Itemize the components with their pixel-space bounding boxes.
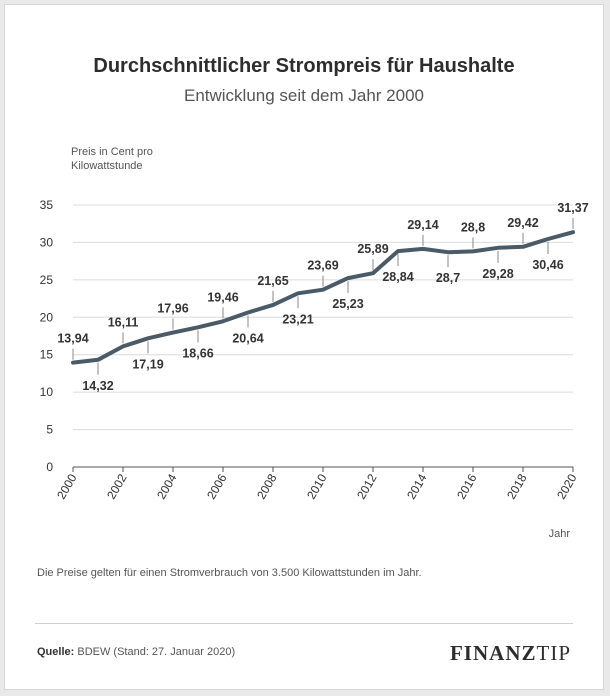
x-axis	[73, 467, 573, 472]
data-label-2003: 17,19	[132, 357, 163, 371]
data-point-2017	[498, 247, 499, 248]
x-tick-labels: 2000 2002 2004 2006 2008 2010 2012 2014 2016 2018…	[54, 471, 580, 501]
y-tick-labels: 0 5 10 15 20 25 30 35	[40, 198, 54, 474]
data-point-2013	[398, 251, 399, 252]
data-point-2016	[473, 251, 474, 252]
data-point-2015	[448, 252, 449, 253]
data-label-2005: 18,66	[182, 346, 213, 360]
data-point-2012	[373, 273, 374, 274]
source-label: Quelle:	[37, 646, 74, 658]
x-tick-2020: 2020	[554, 471, 580, 501]
data-label-2020: 31,37	[557, 201, 588, 215]
data-label-2015: 28,7	[436, 271, 460, 285]
data-label-2008: 21,65	[257, 274, 288, 288]
y-gridlines	[73, 205, 573, 430]
data-point-2007	[248, 312, 249, 313]
data-point-2006	[223, 321, 224, 322]
data-label-2017: 29,28	[482, 267, 513, 281]
data-label-2016: 28,8	[461, 220, 485, 234]
y-tick-35: 35	[40, 198, 54, 212]
data-label-2007: 20,64	[232, 331, 263, 345]
data-label-2011: 25,23	[332, 297, 363, 311]
y-tick-10: 10	[40, 385, 54, 399]
x-tick-2016: 2016	[454, 471, 480, 501]
x-tick-2008: 2008	[254, 471, 280, 501]
data-point-2018	[523, 246, 524, 247]
x-tick-2018: 2018	[504, 471, 530, 501]
data-point-2003	[148, 338, 149, 339]
y-axis-label-line-2: Kilowattstunde	[71, 160, 143, 172]
data-point-2004	[173, 332, 174, 333]
data-label-leaders	[73, 218, 573, 375]
x-axis-label: Jahr	[549, 528, 571, 540]
finanztip-logo: FINANZTIP	[450, 641, 571, 666]
data-point-2011	[348, 278, 349, 279]
x-tick-2004: 2004	[154, 471, 180, 501]
data-point-2009	[298, 293, 299, 294]
data-point-2005	[198, 327, 199, 328]
x-tick-2014: 2014	[404, 471, 430, 501]
x-tick-2006: 2006	[204, 471, 230, 501]
y-tick-20: 20	[40, 310, 54, 324]
data-point-2000	[73, 362, 74, 363]
data-point-2008	[273, 304, 274, 305]
data-labels: 13,94 14,32 16,11 17,19 17,96 18,66 19,46 20,64…	[57, 201, 588, 393]
data-label-2009: 23,21	[282, 312, 313, 326]
source-text: BDEW (Stand: 27. Januar 2020)	[77, 646, 235, 658]
y-tick-0: 0	[46, 460, 53, 474]
footnote: Die Preise gelten für einen Stromverbrau…	[37, 567, 422, 579]
data-label-2002: 16,11	[108, 315, 139, 329]
data-label-2012: 25,89	[357, 242, 388, 256]
x-tick-2002: 2002	[104, 471, 130, 501]
data-point-2010	[323, 289, 324, 290]
data-point-2002	[123, 346, 124, 347]
y-axis-label-line-1: Preis in Cent pro	[71, 146, 153, 158]
data-point-2019	[548, 238, 549, 239]
y-tick-15: 15	[40, 348, 54, 362]
logo-part-1: FINANZ	[450, 641, 537, 665]
data-label-2014: 29,14	[407, 218, 438, 232]
data-label-2004: 17,96	[157, 302, 188, 316]
x-tick-2000: 2000	[54, 471, 80, 501]
logo-part-2: TIP	[537, 641, 572, 665]
data-label-2010: 23,69	[307, 259, 338, 273]
data-label-2018: 29,42	[507, 216, 538, 230]
y-tick-5: 5	[46, 423, 53, 437]
data-point-2020	[573, 232, 574, 233]
data-point-2014	[423, 248, 424, 249]
chart-card: Durchschnittlicher Strompreis für Hausha…	[4, 4, 604, 690]
x-tick-2010: 2010	[304, 471, 330, 501]
data-label-2000: 13,94	[57, 332, 88, 346]
data-label-2013: 28,84	[382, 270, 413, 284]
data-label-2006: 19,46	[207, 290, 238, 304]
data-label-2001: 14,32	[82, 379, 113, 393]
x-tick-2012: 2012	[354, 471, 380, 501]
source-line: Quelle: BDEW (Stand: 27. Januar 2020)	[37, 646, 235, 658]
data-label-2019: 30,46	[532, 258, 563, 272]
y-tick-30: 30	[40, 235, 54, 249]
footer-divider	[35, 623, 573, 624]
y-tick-25: 25	[40, 273, 54, 287]
data-point-2001	[98, 359, 99, 360]
